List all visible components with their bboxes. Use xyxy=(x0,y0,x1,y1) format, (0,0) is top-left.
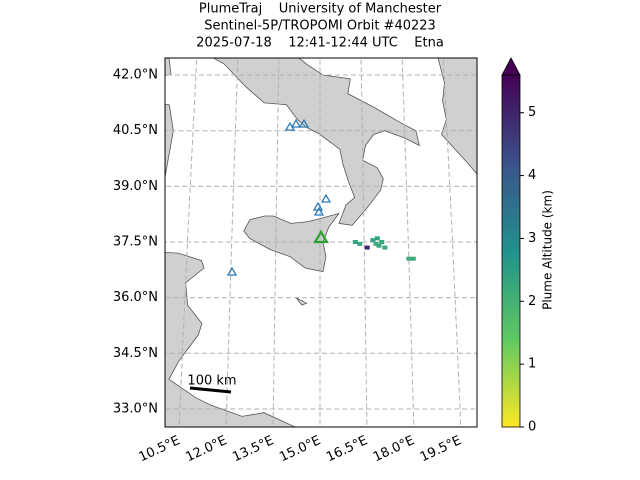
colorbar-tick-label: 0 xyxy=(528,420,536,435)
colorbar-label: Plume Altitude (km) xyxy=(541,190,555,310)
plume-cell xyxy=(376,243,382,248)
volcano xyxy=(298,118,310,128)
plume-cell xyxy=(406,256,412,261)
grid-line xyxy=(272,58,280,427)
colorbar-tick-label: 3 xyxy=(528,231,536,246)
plume-cell xyxy=(373,241,379,246)
lat-tick-label: 39.0°N xyxy=(113,179,158,194)
lat-tick-label: 40.5°N xyxy=(113,123,158,138)
lat-tick-label: 36.0°N xyxy=(113,290,158,305)
title-line: PlumeTraj University of Manchester xyxy=(199,2,442,17)
grid-line xyxy=(225,58,239,427)
lon-tick-label: 12.0°E xyxy=(183,433,229,465)
volcano xyxy=(226,266,238,276)
colorbar xyxy=(501,74,521,428)
grid-line xyxy=(360,58,368,427)
scale-bar xyxy=(189,386,232,394)
land xyxy=(295,297,308,306)
grid-line xyxy=(442,58,462,427)
plume-cell xyxy=(352,240,358,244)
colorbar-extend xyxy=(501,57,521,76)
map-area xyxy=(165,58,477,427)
plume-cell xyxy=(379,240,385,244)
volcano xyxy=(320,193,332,203)
lat-tick-label: 37.5°N xyxy=(113,235,158,250)
lon-tick-label: 19.5°E xyxy=(418,433,464,465)
colorbar-tick-label: 2 xyxy=(528,294,536,309)
plume-cell xyxy=(410,256,416,261)
title-line: Sentinel-5P/TROPOMI Orbit #40223 xyxy=(204,19,436,34)
lon-tick-label: 16.5°E xyxy=(324,433,370,465)
title-line: 2025-07-18 12:41-12:44 UTC Etna xyxy=(196,36,444,51)
grid-line xyxy=(178,58,198,427)
colorbar-tick-label: 5 xyxy=(528,105,536,120)
grid-line xyxy=(401,58,415,427)
lat-tick-label: 33.0°N xyxy=(113,401,158,416)
land xyxy=(243,212,340,273)
plume-cell xyxy=(374,236,380,241)
map-frame xyxy=(164,57,478,428)
lon-tick-label: 13.5°E xyxy=(230,433,276,465)
plume-cell xyxy=(370,238,376,243)
volcano xyxy=(290,118,302,128)
colorbar-tick-label: 4 xyxy=(528,168,536,183)
scale-bar-label: 100 km xyxy=(187,374,236,389)
land xyxy=(165,251,297,427)
lon-tick-label: 15.0°E xyxy=(277,433,323,465)
volcano xyxy=(313,206,325,216)
map-overlay: 100 km xyxy=(187,118,332,394)
land xyxy=(165,58,172,76)
plume-cell xyxy=(382,245,388,250)
target-volcano xyxy=(313,229,329,244)
lon-tick-label: 18.0°E xyxy=(371,433,417,465)
plume-cell xyxy=(357,241,363,246)
land xyxy=(437,58,477,175)
colorbar-tick-label: 1 xyxy=(528,357,536,372)
lat-tick-label: 34.5°N xyxy=(113,346,158,361)
land xyxy=(212,58,420,226)
lon-tick-label: 10.5°E xyxy=(137,433,183,465)
plume-cell xyxy=(364,245,370,250)
lat-tick-label: 42.0°N xyxy=(113,68,158,83)
